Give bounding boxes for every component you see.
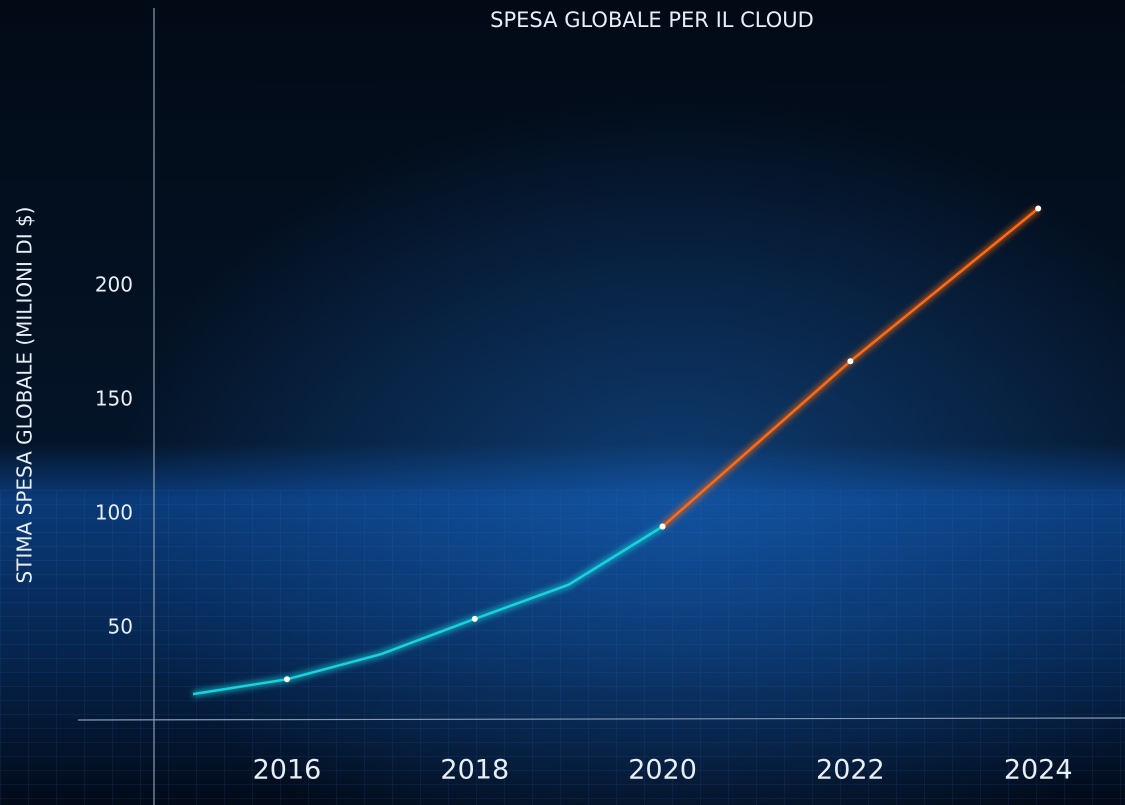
marker <box>1035 205 1041 211</box>
x-tick-label: 2022 <box>816 755 885 786</box>
marker <box>472 616 478 622</box>
chart: SPESA GLOBALE PER IL CLOUD STIMA SPESA G… <box>0 0 1125 805</box>
y-tick-label: 200 <box>95 273 133 297</box>
y-axis-title: STIMA SPESA GLOBALE (MILIONI DI $) <box>13 207 37 584</box>
x-tick-label: 2024 <box>1004 755 1073 786</box>
y-tick-label: 100 <box>95 501 133 525</box>
y-tick-label: 50 <box>108 615 133 639</box>
marker <box>847 358 853 364</box>
y-tick-label: 150 <box>95 387 133 411</box>
x-tick-label: 2020 <box>628 755 697 786</box>
chart-title: SPESA GLOBALE PER IL CLOUD <box>490 8 814 32</box>
marker <box>660 524 666 530</box>
background-glow <box>0 0 1125 805</box>
x-tick-label: 2018 <box>440 755 509 786</box>
marker <box>284 676 290 682</box>
x-tick-label: 2016 <box>253 755 322 786</box>
